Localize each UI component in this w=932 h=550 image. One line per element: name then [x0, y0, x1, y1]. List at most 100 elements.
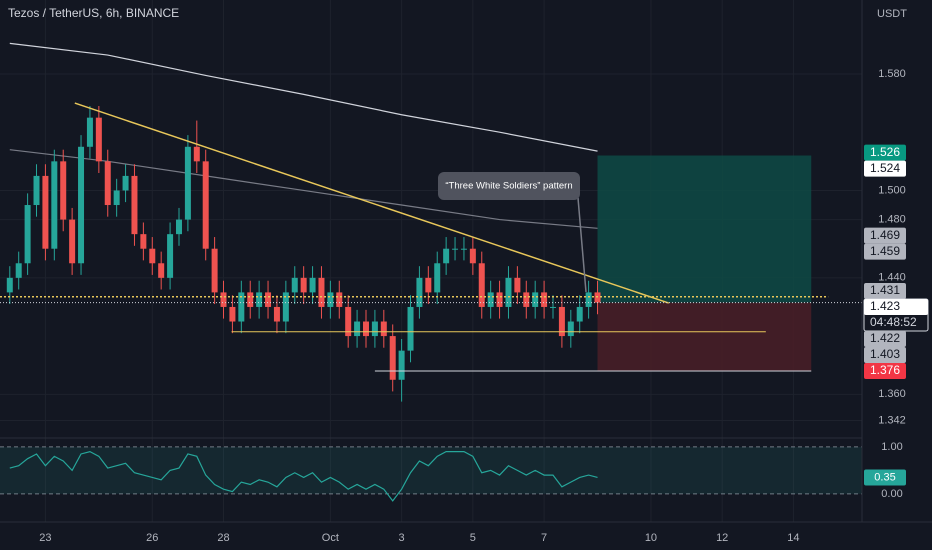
candle-body: [24, 205, 31, 264]
candle-body: [452, 248, 459, 250]
price-label: 1.431: [870, 283, 900, 297]
candle-body: [229, 306, 236, 322]
candle-body: [460, 248, 467, 250]
candle-body: [585, 292, 592, 307]
candle-body: [345, 306, 352, 337]
price-label: 1.526: [870, 145, 900, 159]
osc-tick-label: 0.00: [881, 488, 902, 500]
candle-body: [487, 292, 494, 307]
y-tick-label: 1.360: [878, 388, 906, 400]
candle-body: [443, 248, 450, 264]
candle-body: [15, 263, 22, 278]
price-axis: 23 26 28 Oct 3 5 7 10 12 141.5801.5001.4801.4401.…: [39, 68, 929, 544]
price-label: 1.422: [870, 331, 900, 345]
candle-body: [407, 306, 414, 351]
x-tick-label: 26: [146, 532, 158, 544]
candle-body: [33, 175, 40, 206]
candle-body: [380, 321, 387, 337]
price-label: 1.524: [870, 161, 900, 175]
candle-body: [193, 146, 200, 162]
candle-body: [576, 306, 583, 322]
overlay: [0, 102, 862, 372]
candle-body: [398, 350, 405, 380]
candle-body: [256, 292, 263, 307]
osc-tick-label: 1.00: [881, 441, 902, 453]
candle-body: [247, 292, 254, 307]
candle-body: [78, 146, 85, 264]
candle-body: [175, 219, 182, 235]
candle-body: [291, 277, 298, 293]
current-price-label: 1.423: [870, 299, 900, 313]
candle-body: [202, 161, 209, 249]
candle-body: [371, 321, 378, 337]
candle-body: [558, 306, 565, 337]
y-tick-label: 1.480: [878, 213, 906, 225]
candle-body: [238, 292, 245, 322]
loss-zone: [597, 302, 812, 372]
candle-body: [158, 263, 165, 278]
candle-body: [122, 175, 129, 191]
callout-text: “Three White Soldiers” pattern: [445, 181, 572, 192]
price-label-box: [864, 363, 906, 380]
candle-body: [167, 234, 174, 278]
candle-body: [300, 277, 307, 293]
x-tick-label: 23: [39, 532, 51, 544]
x-tick-label: 12: [716, 532, 728, 544]
y-tick-label: 1.580: [878, 68, 906, 80]
axis-unit: USDT: [877, 8, 907, 20]
chart-title: Tezos / TetherUS, 6h, BINANCE: [8, 6, 179, 20]
candle-body: [523, 292, 530, 307]
candle-body: [51, 161, 58, 249]
price-label: 1.459: [870, 244, 900, 258]
candle-body: [149, 248, 156, 264]
osc-value-label: 0.35: [874, 471, 895, 483]
price-label-box: [864, 330, 906, 347]
candle-body: [541, 292, 548, 307]
x-tick-label: 5: [470, 532, 476, 544]
candle-body: [131, 175, 138, 235]
current-price-fill: [864, 298, 928, 315]
candle-body: [273, 306, 280, 322]
price-label-box: [864, 243, 906, 260]
candle-body: [505, 277, 512, 307]
price-label-box: [864, 227, 906, 244]
y-tick-label: 1.500: [878, 184, 906, 196]
x-tick-label: 3: [399, 532, 405, 544]
price-label-box: [864, 346, 906, 363]
price-label-box: [864, 144, 906, 161]
callout-box: [438, 172, 580, 200]
candle-body: [327, 292, 334, 307]
x-tick-label: 7: [541, 532, 547, 544]
candle-body: [60, 161, 67, 220]
x-tick-label: 14: [787, 532, 799, 544]
price-label-box: [864, 282, 906, 299]
candle-body: [425, 277, 432, 293]
candle-body: [532, 292, 539, 307]
price-label: 1.469: [870, 228, 900, 242]
candle-body: [140, 234, 147, 249]
x-tick-label: 28: [217, 532, 229, 544]
y-tick-label: 1.342: [878, 414, 906, 426]
candle-body: [416, 277, 423, 307]
candle-body: [496, 292, 503, 307]
candle-body: [549, 306, 556, 308]
candle-body: [86, 117, 93, 147]
countdown: 04:48:52: [870, 315, 917, 329]
candle-body: [211, 248, 218, 293]
candle-body: [69, 219, 76, 264]
candle-body: [336, 292, 343, 307]
candle-body: [567, 321, 574, 337]
candle-body: [220, 292, 227, 307]
candle-body: [113, 190, 120, 206]
candle-body: [42, 175, 49, 249]
candle-body: [389, 336, 396, 380]
candle-body: [184, 146, 191, 220]
candle-body: [362, 321, 369, 337]
moving-average: [9, 42, 598, 152]
candle-body: [104, 161, 111, 206]
candle-body: [514, 277, 521, 293]
osc-value-box: [864, 469, 906, 486]
price-label-box: [864, 160, 906, 177]
candle-body: [95, 117, 102, 162]
